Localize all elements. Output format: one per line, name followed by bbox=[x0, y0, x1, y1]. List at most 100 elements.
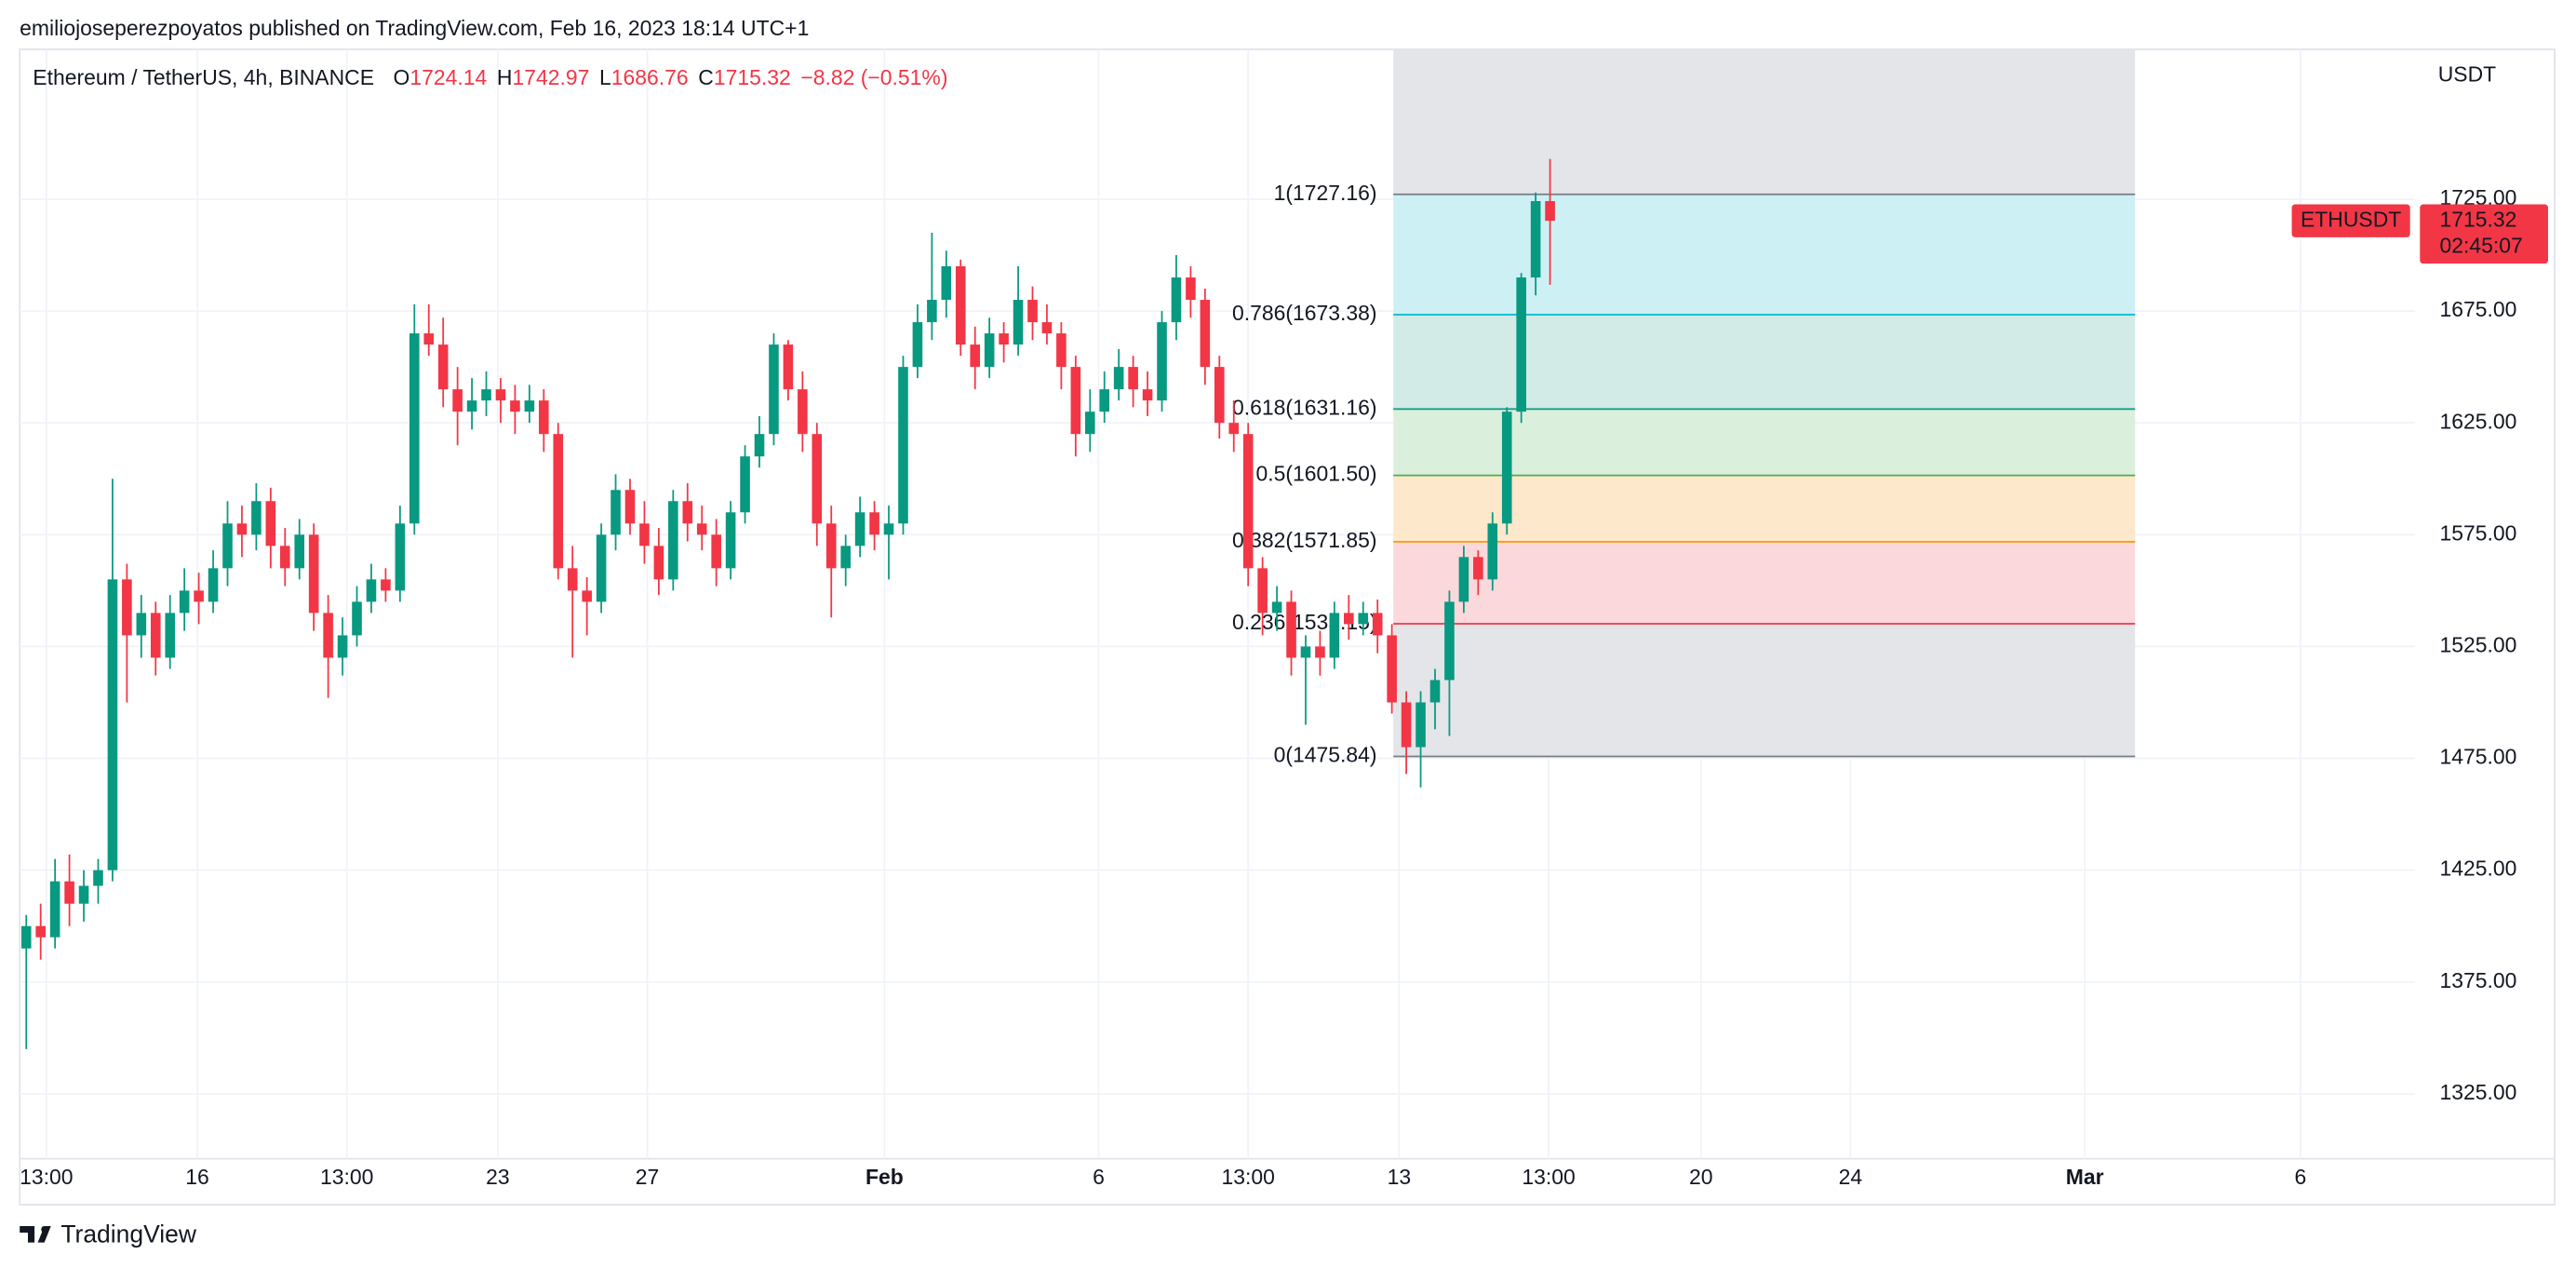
candle-body bbox=[179, 590, 190, 614]
logo: TradingView bbox=[20, 1221, 197, 1248]
candle-body bbox=[769, 344, 779, 435]
candle-body bbox=[668, 501, 678, 580]
candle-body bbox=[1387, 635, 1397, 703]
y-tick-label: 1425.00 bbox=[2439, 857, 2516, 881]
candle-body bbox=[1344, 613, 1354, 625]
candle-body bbox=[812, 434, 823, 524]
y-tick-label: 1575.00 bbox=[2439, 520, 2516, 545]
fib-band bbox=[1393, 541, 2136, 625]
candle-body bbox=[1415, 702, 1426, 748]
fib-label: 0.618(1631.16) bbox=[1232, 395, 1377, 419]
candle-body bbox=[1429, 680, 1441, 703]
y-tick-label: 1675.00 bbox=[2439, 297, 2516, 321]
candle-body bbox=[1041, 322, 1053, 334]
candle-body bbox=[1099, 389, 1110, 412]
candle-body bbox=[941, 266, 952, 301]
candle-body bbox=[1157, 322, 1167, 401]
candle-body bbox=[208, 568, 219, 602]
candle-body bbox=[898, 367, 908, 524]
candle-body bbox=[854, 512, 865, 546]
y-tick-label: 1475.00 bbox=[2439, 745, 2516, 769]
y-tick-label: 1525.00 bbox=[2439, 632, 2516, 656]
candle-body bbox=[107, 579, 118, 870]
x-tick-label: 13:00 bbox=[1522, 1165, 1575, 1189]
candle-body bbox=[754, 434, 765, 457]
x-tick-label: 23 bbox=[486, 1165, 510, 1189]
candle-body bbox=[970, 344, 981, 368]
fib-shade bbox=[1393, 48, 2136, 195]
candle-body bbox=[251, 501, 262, 535]
candle-body bbox=[1171, 277, 1182, 323]
candle-body bbox=[1084, 411, 1095, 435]
field-key: O bbox=[394, 65, 410, 89]
price-tag-countdown: 02:45:07 bbox=[2439, 234, 2522, 258]
candle-body bbox=[1056, 333, 1067, 368]
candle-body bbox=[1070, 367, 1081, 435]
axis-unit: USDT bbox=[2438, 61, 2496, 86]
field-value: 1686.76 bbox=[611, 65, 689, 89]
x-tick-label: 24 bbox=[1839, 1165, 1863, 1189]
x-tick-label: Mar bbox=[2066, 1165, 2104, 1189]
candle-body bbox=[711, 534, 721, 569]
x-tick-label: 16 bbox=[185, 1165, 209, 1189]
y-tick-label: 1375.00 bbox=[2439, 968, 2516, 992]
candle-body bbox=[682, 501, 693, 524]
candle-body bbox=[567, 568, 578, 591]
candle-body bbox=[1530, 201, 1541, 278]
fib-label: 0.5(1601.50) bbox=[1255, 462, 1376, 486]
candle-body bbox=[1329, 613, 1340, 658]
candle-body bbox=[294, 534, 305, 569]
candle-body bbox=[323, 613, 333, 658]
candle-body bbox=[395, 523, 406, 591]
chart-frame bbox=[19, 48, 2556, 1206]
candle-body bbox=[610, 490, 621, 535]
fib-label: 0.786(1673.38) bbox=[1232, 301, 1377, 325]
candle-body bbox=[93, 870, 103, 886]
x-tick-label: 13 bbox=[1388, 1165, 1412, 1189]
candle-body bbox=[265, 501, 276, 546]
publish-info: emiliojoseperezpoyatos published on Trad… bbox=[20, 16, 809, 40]
axes: 1325.00 1375.00 1425.00 1475.00 1525.00 1575.… bbox=[20, 185, 2548, 1189]
candle-body bbox=[783, 344, 794, 390]
candle-body bbox=[1200, 300, 1211, 368]
fib-label: 0.236(1535.15) bbox=[1232, 610, 1377, 634]
x-tick-label: 13:00 bbox=[1221, 1165, 1274, 1189]
candle-body bbox=[352, 601, 362, 636]
candle-body bbox=[1516, 277, 1526, 412]
candle-body bbox=[883, 523, 894, 535]
candle-body bbox=[452, 389, 463, 412]
candle-body bbox=[1113, 367, 1124, 390]
candle-body bbox=[409, 333, 420, 524]
candle-body bbox=[927, 300, 937, 323]
candle-body bbox=[495, 389, 506, 401]
candle-body bbox=[1300, 646, 1311, 658]
candle-body bbox=[696, 523, 707, 535]
x-tick-label: 6 bbox=[2294, 1165, 2306, 1189]
candle-body bbox=[596, 534, 607, 602]
candle-body bbox=[725, 512, 736, 569]
candle-body bbox=[1487, 523, 1498, 580]
candle-body bbox=[194, 590, 204, 602]
fib-band bbox=[1393, 409, 2136, 476]
candle-body bbox=[999, 333, 1009, 345]
candle-body bbox=[136, 613, 147, 636]
candle-body bbox=[122, 579, 132, 636]
candle-body bbox=[222, 523, 233, 569]
field-key: H bbox=[497, 65, 513, 89]
candle-body bbox=[1286, 601, 1296, 658]
symbol-tag-label: ETHUSDT bbox=[2301, 207, 2401, 231]
symbol-tag bbox=[2291, 204, 2410, 237]
fib-label: 0(1475.84) bbox=[1274, 743, 1377, 767]
field-value: 1724.14 bbox=[409, 65, 487, 89]
candle-body bbox=[308, 534, 319, 614]
y-tick-label: 1325.00 bbox=[2439, 1080, 2516, 1104]
fib-band bbox=[1393, 624, 2136, 757]
fib-band bbox=[1393, 314, 2136, 410]
candle-body bbox=[366, 579, 377, 602]
candle-body bbox=[955, 266, 966, 345]
candle-body bbox=[553, 434, 564, 569]
price-tag bbox=[2420, 204, 2548, 264]
candle-body bbox=[150, 613, 161, 658]
candle-body bbox=[49, 881, 60, 938]
candle-body bbox=[1271, 601, 1282, 614]
